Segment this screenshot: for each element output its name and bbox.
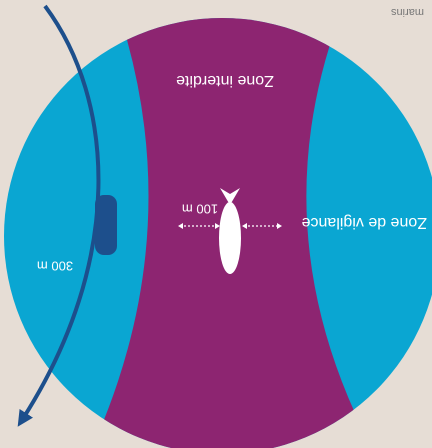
diagram: Zone interdite Zone de vigilance 100 m 3… (0, 0, 432, 448)
inner-distance-label: 100 m (182, 202, 218, 217)
vessel (95, 195, 117, 255)
corner-text: marins (390, 6, 424, 18)
page: {"labels": {"forbidden": "Zone interdite… (0, 0, 432, 448)
forbidden-label: Zone interdite (176, 72, 274, 89)
vigilance-label: Zone de vigilance (301, 214, 427, 231)
outer-distance-label: 300 m (37, 259, 73, 274)
